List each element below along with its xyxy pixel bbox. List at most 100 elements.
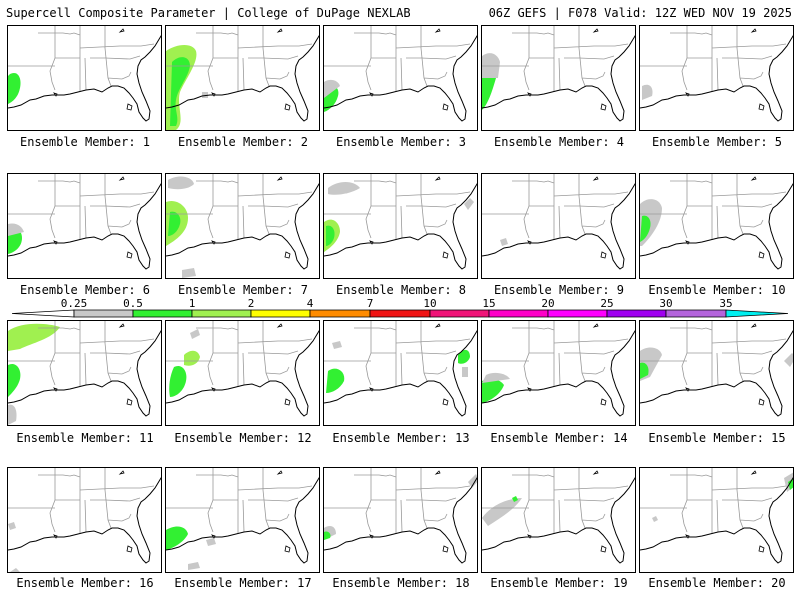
lakes [211,323,291,406]
state-borders [324,174,471,240]
state-borders [482,26,629,92]
member-caption: Ensemble Member: 14 [490,431,628,445]
scp-contour [482,53,500,78]
state-borders [640,174,787,240]
lakes [53,176,133,259]
colorbar-tick-label: 0.5 [123,297,143,310]
scp-contour [8,72,21,104]
ensemble-member-map [323,467,478,573]
ensemble-member-map [639,320,794,426]
lakes [211,470,291,553]
scp-contour [640,362,649,379]
state-borders [8,174,155,240]
page-title: Supercell Composite Parameter | College … [6,6,411,20]
colorbar-tick-label: 15 [482,297,496,310]
scp-contour [8,229,22,254]
scp-contour [170,57,190,126]
member-caption: Ensemble Member: 8 [335,283,467,297]
member-caption: Ensemble Member: 11 [16,431,154,445]
colorbar-segment [606,309,667,318]
scp-contour [324,531,331,540]
lakes [527,323,607,406]
basemap [482,321,635,417]
scp-contour [166,526,188,550]
lakes [527,28,607,111]
ensemble-member-map [7,467,162,573]
basemap [324,174,477,270]
coastline [8,477,161,564]
member-caption: Ensemble Member: 1 [19,135,151,149]
scp-contour [482,378,504,403]
colorbar-segment [665,309,727,318]
coastline [8,35,161,122]
coastline [324,477,477,564]
colorbar-tick-label: 1 [188,297,196,310]
ensemble-member-map [7,320,162,426]
ensemble-member-map [165,320,320,426]
scp-contour [328,182,360,195]
basemap [166,26,319,130]
coastline [166,477,319,564]
state-borders [482,468,629,534]
colorbar-segment [250,309,311,318]
scp-contour [8,522,16,530]
member-caption: Ensemble Member: 4 [493,135,625,149]
state-borders [166,174,313,240]
lakes [685,323,765,406]
scp-contour [482,498,522,526]
colorbar-tick-label: 2 [247,297,255,310]
member-caption: Ensemble Member: 19 [490,576,628,590]
coastline [640,477,793,564]
scp-contour [500,238,508,246]
basemap [324,321,477,417]
lakes [369,28,449,111]
basemap [8,174,161,270]
coastline [166,183,319,270]
colorbar-segment [488,309,549,318]
state-borders [640,321,787,387]
scp-contour [8,363,21,397]
ensemble-member-map [165,173,320,279]
scp-contour [168,211,181,236]
coastline [166,330,319,417]
lakes [369,176,449,259]
scp-contour [8,404,17,425]
basemap [324,26,477,122]
ensemble-member-map [481,467,636,573]
coastline [482,35,635,122]
lakes [53,28,133,111]
member-caption: Ensemble Member: 17 [174,576,312,590]
colorbar [12,309,788,318]
colorbar-segment [309,309,371,318]
coastline [324,330,477,417]
ensemble-member-map [639,467,794,573]
lakes [369,470,449,553]
coastline [640,183,793,270]
member-caption: Ensemble Member: 18 [332,576,470,590]
colorbar-tick-label: 10 [423,297,437,310]
ensemble-member-map [165,25,320,131]
coastline [324,183,477,270]
member-caption: Ensemble Member: 20 [648,576,786,590]
lakes [211,176,291,259]
colorbar-tick-label: 20 [541,297,555,310]
scp-contour [182,268,196,278]
member-caption: Ensemble Member: 15 [648,431,786,445]
lakes [685,470,765,553]
colorbar-segment [132,309,193,318]
member-caption: Ensemble Member: 16 [16,576,154,590]
scp-contour [190,329,200,339]
state-borders [8,26,155,92]
member-caption: Ensemble Member: 6 [19,283,151,297]
ensemble-member-map [639,173,794,279]
colorbar-tick-label: 30 [659,297,673,310]
colorbar-segment [547,309,608,318]
basemap [8,26,161,122]
scp-contour [206,538,216,546]
coastline [482,477,635,564]
member-caption: Ensemble Member: 5 [651,135,783,149]
basemap [640,174,793,270]
lakes [527,176,607,259]
lakes [53,323,133,406]
member-caption: Ensemble Member: 2 [177,135,309,149]
